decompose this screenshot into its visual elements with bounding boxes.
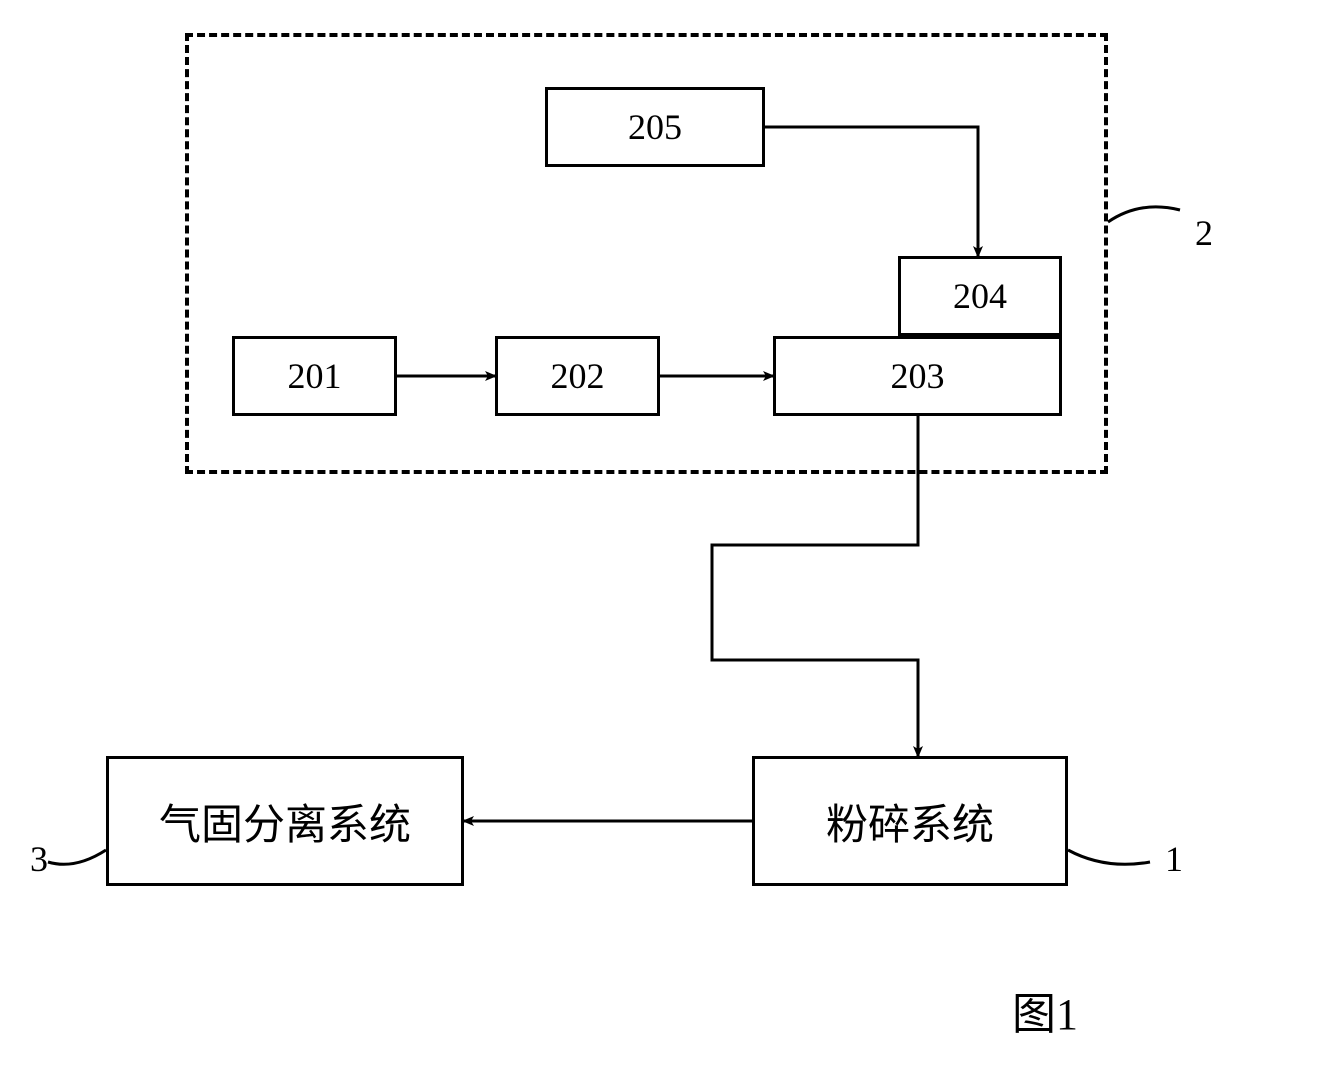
node-203-label: 203: [891, 355, 945, 397]
node-205-label: 205: [628, 106, 682, 148]
figure-caption: 图1: [1012, 978, 1078, 1042]
node-crush-label: 粉碎系统: [826, 791, 994, 852]
node-204-label: 204: [953, 275, 1007, 317]
node-202-label: 202: [551, 355, 605, 397]
node-204: 204: [898, 256, 1062, 336]
node-202: 202: [495, 336, 660, 416]
node-203: 203: [773, 336, 1062, 416]
lead-label-2: 2: [1195, 212, 1213, 254]
node-crush-system: 粉碎系统: [752, 756, 1068, 886]
node-205: 205: [545, 87, 765, 167]
lead-label-3: 3: [30, 838, 48, 880]
node-201-label: 201: [288, 355, 342, 397]
node-gas-solid-separation: 气固分离系统: [106, 756, 464, 886]
node-201: 201: [232, 336, 397, 416]
diagram-canvas: 201 202 203 204 205 粉碎系统 气固分离系统 2 1 3 图1: [0, 0, 1329, 1068]
lead-label-1: 1: [1165, 838, 1183, 880]
node-gassolid-label: 气固分离系统: [159, 791, 411, 852]
